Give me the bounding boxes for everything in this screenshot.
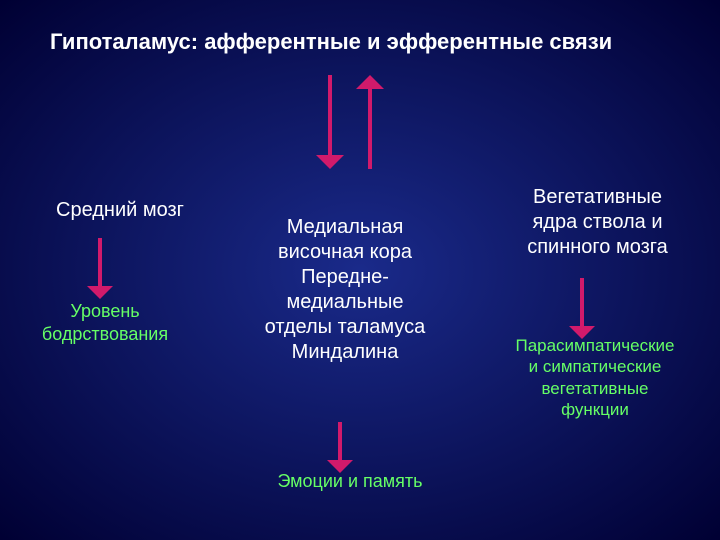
label-center-function: Эмоции и память: [250, 470, 450, 493]
label-right-function: Парасимпатические и симпатические вегета…: [490, 335, 700, 420]
arrow-center-bottom: [327, 422, 353, 473]
label-left-heading: Средний мозг: [35, 198, 205, 223]
label-right-heading: Вегетативные ядра ствола и спинного мозг…: [500, 185, 695, 260]
slide-title: Гипоталамус: афферентные и эфферентные с…: [50, 28, 670, 56]
slide: Гипоталамус: афферентные и эфферентные с…: [0, 0, 720, 540]
arrow-top-down: [316, 75, 344, 169]
arrow-right: [569, 278, 595, 339]
arrow-left: [87, 238, 113, 299]
arrow-top-up: [356, 75, 384, 169]
label-left-function: Уровень бодрствования: [20, 300, 190, 345]
label-center-heading: Медиальная височная кора Передне- медиал…: [230, 215, 460, 365]
